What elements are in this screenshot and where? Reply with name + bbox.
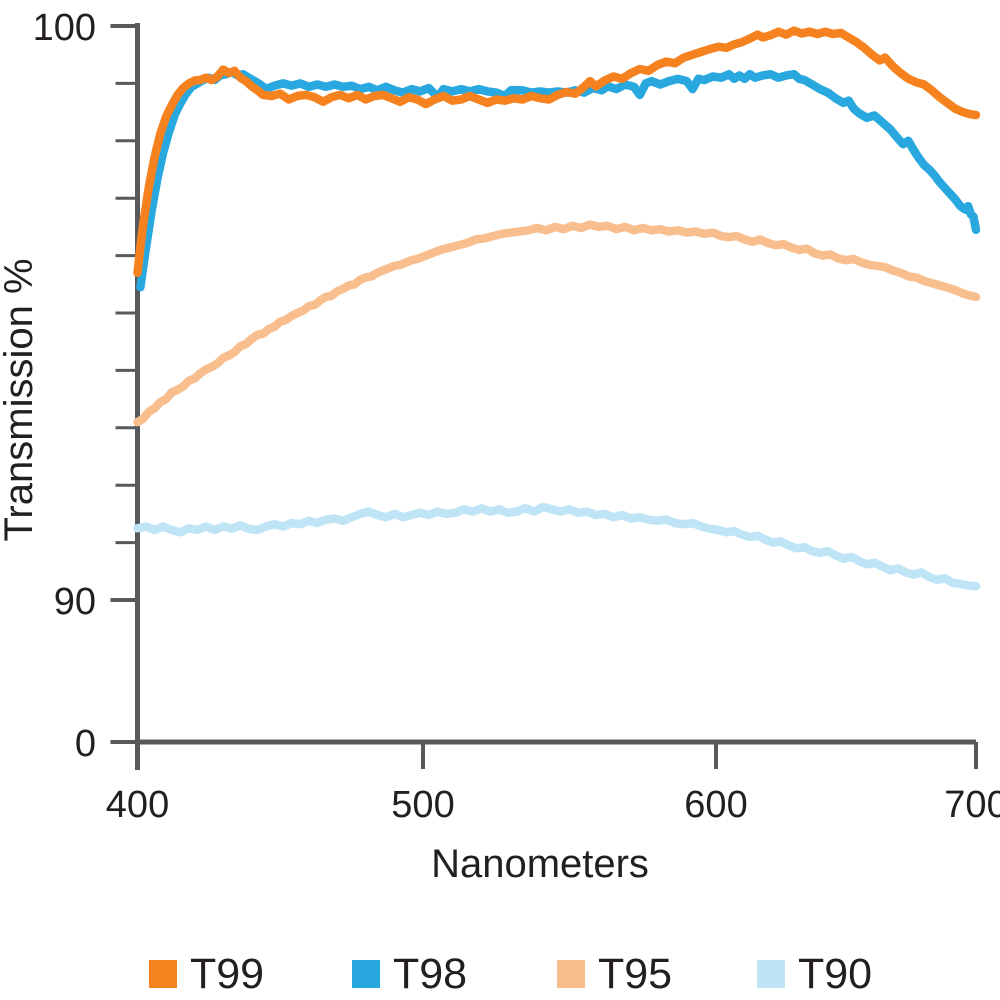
legend-swatch-t90: [757, 960, 785, 988]
x-tick-label: 600: [684, 784, 747, 826]
x-tick-label: 400: [106, 784, 169, 826]
y-tick-label: 90: [54, 581, 96, 623]
legend-label-t95: T95: [598, 950, 673, 998]
legend-label-t90: T90: [798, 950, 873, 998]
series-line-t98: [136, 67, 981, 292]
y-tick-label: 100: [33, 7, 96, 49]
y-tick-label: 0: [75, 723, 96, 765]
legend-item-t95: T95: [557, 950, 673, 998]
legend-swatch-t98: [352, 960, 380, 988]
x-tick-label: 500: [391, 784, 454, 826]
series-line-t95: [133, 220, 981, 427]
x-axis-title: Nanometers: [431, 842, 649, 886]
legend-swatch-t95: [557, 960, 585, 988]
legend-label-t98: T98: [393, 950, 468, 998]
legend-item-t99: T99: [149, 950, 265, 998]
chart-legend: T99 T98 T95 T90: [0, 950, 1000, 1000]
legend-label-t99: T99: [190, 950, 265, 998]
series-layer: [133, 26, 981, 591]
x-tick-label: 700: [944, 784, 1000, 826]
series-line-t99: [133, 26, 981, 278]
legend-swatch-t99: [149, 960, 177, 988]
series-line-t90: [133, 502, 981, 591]
y-axis-title: Transmission %: [0, 258, 41, 541]
legend-item-t98: T98: [352, 950, 468, 998]
legend-item-t90: T90: [757, 950, 873, 998]
